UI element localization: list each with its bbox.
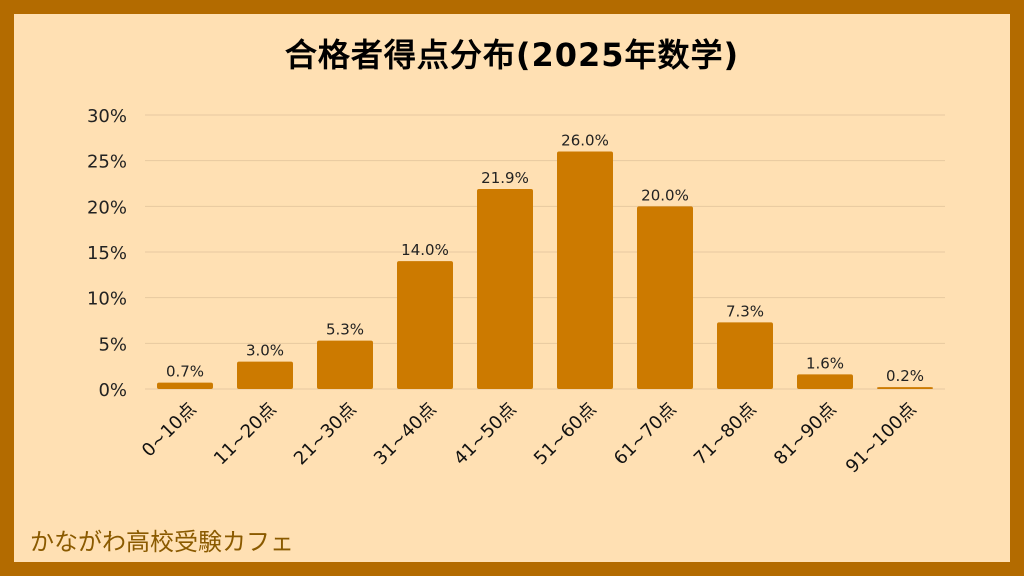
bar xyxy=(557,151,613,389)
y-axis-ticks: 0% 5% 10% 15% 20% 25% 30% xyxy=(87,106,127,401)
data-label: 7.3% xyxy=(726,302,764,320)
x-tick-label: 41~50点 xyxy=(450,399,521,470)
data-labels: 0.7% 3.0% 5.3% 14.0% 21.9% 26.0% 20.0% 7.3% 1.6%… xyxy=(166,132,924,386)
y-tick-label: 25% xyxy=(87,152,127,173)
bar xyxy=(637,206,693,389)
data-label: 5.3% xyxy=(326,321,364,339)
y-tick-label: 10% xyxy=(87,289,127,310)
chart-title: 合格者得点分布(2025年数学) xyxy=(284,36,740,74)
x-tick-label: 0~10点 xyxy=(138,399,201,462)
x-tick-label: 61~70点 xyxy=(610,399,681,470)
data-label: 0.7% xyxy=(166,363,204,381)
bar xyxy=(397,261,453,389)
y-tick-label: 0% xyxy=(98,380,127,401)
bar xyxy=(477,188,533,389)
bar xyxy=(317,340,373,389)
bars xyxy=(157,151,933,389)
x-tick-label: 81~90点 xyxy=(770,399,841,470)
bar xyxy=(157,382,213,389)
y-tick-label: 20% xyxy=(87,197,127,218)
y-tick-label: 30% xyxy=(87,106,127,127)
x-tick-label: 71~80点 xyxy=(690,399,761,470)
bar xyxy=(717,322,773,389)
x-tick-label: 21~30点 xyxy=(290,399,361,470)
data-label: 20.0% xyxy=(641,186,689,204)
bar xyxy=(797,374,853,389)
x-tick-label: 91~100点 xyxy=(842,399,921,478)
data-label: 3.0% xyxy=(246,342,284,360)
x-tick-label: 51~60点 xyxy=(530,399,601,470)
data-label: 26.0% xyxy=(561,132,609,150)
data-label: 21.9% xyxy=(481,169,529,187)
x-tick-label: 11~20点 xyxy=(210,399,281,470)
y-tick-label: 5% xyxy=(98,334,127,355)
data-label: 1.6% xyxy=(806,354,844,372)
data-label: 14.0% xyxy=(401,241,449,259)
y-tick-label: 15% xyxy=(87,243,127,264)
data-label: 0.2% xyxy=(886,367,924,385)
bar xyxy=(877,387,933,389)
footer-brand: かながわ高校受験カフェ xyxy=(30,528,294,556)
x-tick-label: 31~40点 xyxy=(370,399,441,470)
bar xyxy=(237,361,293,389)
x-axis-ticks: 0~10点 11~20点 21~30点 31~40点 41~50点 51~60点 61~70… xyxy=(138,399,921,478)
